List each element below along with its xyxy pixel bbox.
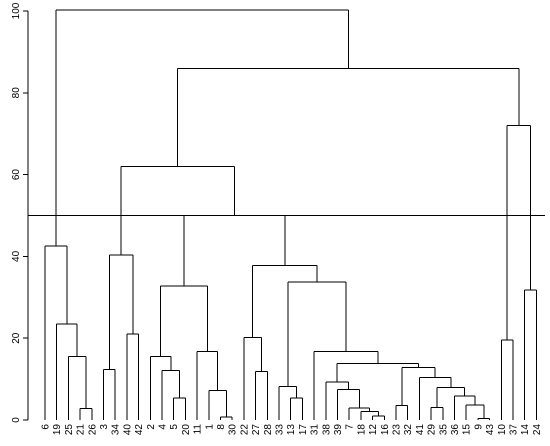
y-tick-label: 0 — [11, 417, 22, 423]
leaf-label: 10 — [497, 424, 508, 436]
leaf-label: 23 — [392, 424, 403, 436]
leaf-label: 4 — [158, 424, 169, 430]
leaf-label: 14 — [520, 424, 531, 436]
leaf-label: 9 — [473, 424, 484, 430]
leaf-label: 15 — [462, 424, 473, 436]
leaf-label: 17 — [298, 424, 309, 436]
leaf-label: 5 — [169, 424, 180, 430]
dendrogram-branches — [44, 9, 537, 420]
leaf-label: 36 — [450, 424, 461, 436]
y-tick-label: 20 — [11, 332, 22, 344]
leaf-label: 26 — [87, 424, 98, 436]
leaf-label: 6 — [41, 424, 52, 430]
leaf-label: 40 — [122, 424, 133, 436]
y-axis: 0 20 40 60 80 100 — [11, 2, 29, 423]
y-tick-label: 60 — [11, 169, 22, 181]
leaf-labels: 6 19 25 21 26 3 34 40 42 2 4 5 20 11 1 8 30 22 27 28 33 13 17 3… — [41, 424, 543, 436]
leaf-label: 13 — [286, 424, 297, 436]
leaf-label: 19 — [52, 424, 63, 436]
leaf-label: 35 — [438, 424, 449, 436]
leaf-label: 21 — [76, 424, 87, 436]
leaf-label: 22 — [239, 424, 250, 436]
leaf-label: 38 — [321, 424, 332, 436]
leaf-label: 27 — [251, 424, 262, 436]
leaf-label: 3 — [99, 424, 110, 430]
leaf-label: 37 — [509, 424, 520, 436]
leaf-label: 12 — [368, 424, 379, 436]
leaf-label: 20 — [181, 424, 192, 436]
y-tick-label: 80 — [11, 87, 22, 99]
leaf-label: 1 — [204, 424, 215, 430]
leaf-label: 39 — [333, 424, 344, 436]
y-tick-label: 100 — [11, 2, 22, 19]
leaf-label: 8 — [216, 424, 227, 430]
leaf-label: 42 — [134, 424, 145, 436]
leaf-label: 33 — [275, 424, 286, 436]
leaf-label: 7 — [345, 424, 356, 430]
leaf-label: 18 — [356, 424, 367, 436]
leaf-label: 29 — [427, 424, 438, 436]
leaf-label: 2 — [146, 424, 157, 430]
leaf-label: 28 — [263, 424, 274, 436]
leaf-label: 41 — [415, 424, 426, 436]
leaf-label: 11 — [193, 424, 204, 435]
leaf-label: 32 — [403, 424, 414, 436]
y-tick-label: 40 — [11, 250, 22, 262]
leaf-label: 43 — [485, 424, 496, 436]
leaf-label: 16 — [380, 424, 391, 436]
leaf-label: 30 — [228, 424, 239, 436]
leaf-label: 31 — [310, 424, 321, 436]
leaf-label: 24 — [532, 424, 543, 436]
leaf-label: 25 — [64, 424, 75, 436]
leaf-label: 34 — [111, 424, 122, 436]
